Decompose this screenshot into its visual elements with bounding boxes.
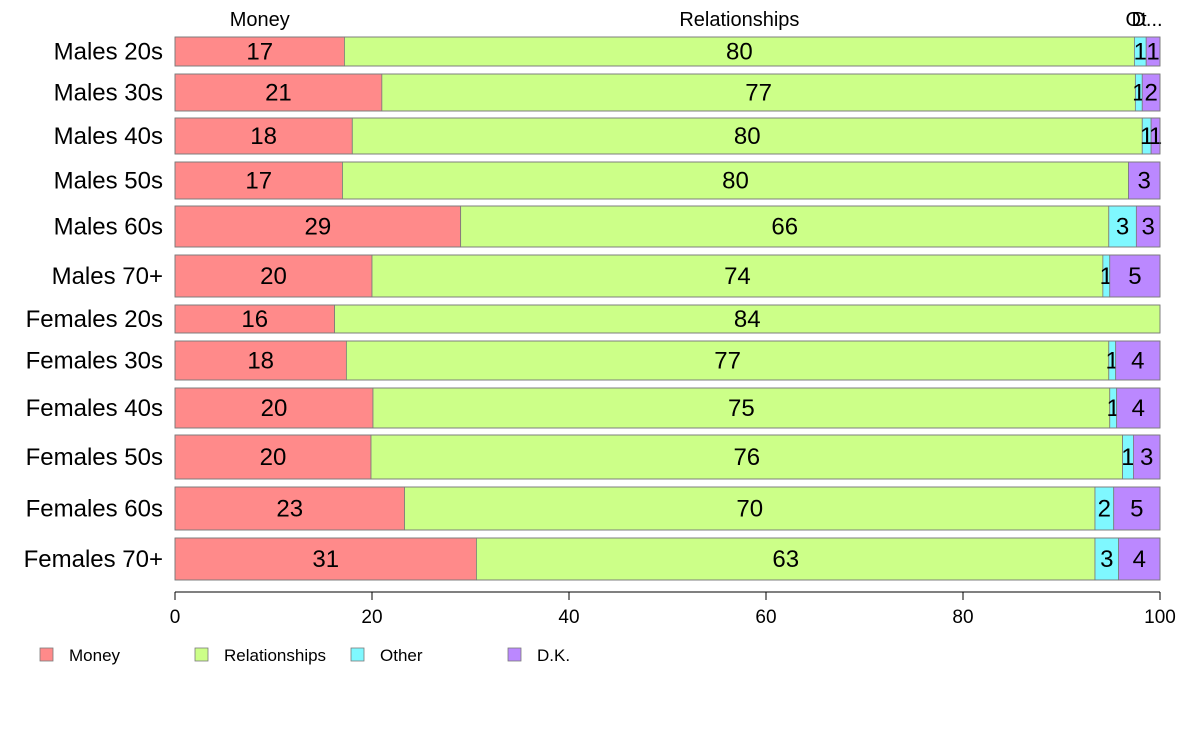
legend-label: Relationships <box>224 646 326 665</box>
series-top-label: D... <box>1131 9 1162 31</box>
bar-segment <box>174 340 347 381</box>
data-label: 31 <box>312 546 339 573</box>
bar-outline <box>174 304 1161 334</box>
data-label: 3 <box>1116 214 1129 241</box>
bar-outline <box>174 73 1161 112</box>
category-label: Males 20s <box>54 39 163 66</box>
x-tick-label: 80 <box>952 607 973 628</box>
bar-outline <box>174 117 1161 155</box>
data-label: 1 <box>1134 39 1147 66</box>
x-tick-label: 40 <box>558 607 579 628</box>
data-label: 16 <box>241 306 268 333</box>
bar-outline <box>174 340 1161 381</box>
bar-outline <box>174 254 1161 298</box>
bar-outline <box>174 537 1161 581</box>
bar-outline <box>174 161 1161 200</box>
bar-outline <box>174 486 1161 531</box>
data-label: 5 <box>1128 263 1141 290</box>
data-label: 5 <box>1130 496 1143 523</box>
category-label: Males 30s <box>54 80 163 107</box>
bar-segment <box>345 340 1110 381</box>
data-label: 80 <box>734 123 761 150</box>
data-label: 77 <box>714 348 741 375</box>
bar-segment <box>174 537 477 581</box>
data-label: 20 <box>260 444 287 471</box>
bar-outline <box>174 36 1161 67</box>
data-label: 1 <box>1149 123 1162 150</box>
data-label: 1 <box>1121 444 1134 471</box>
x-tick-label: 60 <box>755 607 776 628</box>
x-tick-label: 0 <box>170 607 181 628</box>
data-label: 80 <box>722 168 749 195</box>
bar-outline <box>174 387 1161 429</box>
data-label: 63 <box>772 546 799 573</box>
data-label: 76 <box>733 444 760 471</box>
category-label: Males 40s <box>54 123 163 150</box>
legend-label: Other <box>380 646 423 665</box>
data-label: 4 <box>1133 546 1146 573</box>
data-label: 21 <box>265 80 292 107</box>
data-label: 29 <box>304 214 331 241</box>
data-label: 3 <box>1142 214 1155 241</box>
series-top-label: Ot <box>1125 9 1147 31</box>
bar-segment <box>174 117 353 155</box>
data-label: 74 <box>724 263 751 290</box>
category-label: Females 20s <box>26 306 163 333</box>
category-label: Females 60s <box>26 496 163 523</box>
legend-swatch <box>350 647 365 662</box>
data-label: 3 <box>1140 444 1153 471</box>
data-label: 77 <box>745 80 772 107</box>
category-label: Males 50s <box>54 168 163 195</box>
data-label: 18 <box>250 123 277 150</box>
legend-label: D.K. <box>537 646 570 665</box>
bar-segment <box>342 161 1129 200</box>
data-label: 3 <box>1138 168 1151 195</box>
data-label: 84 <box>734 306 761 333</box>
data-label: 17 <box>246 39 273 66</box>
bar-segment <box>174 36 345 67</box>
bar-segment <box>370 434 1123 480</box>
x-tick-label: 100 <box>1144 607 1176 628</box>
bar-segment <box>344 36 1135 67</box>
bar-segment <box>174 205 462 248</box>
data-label: 70 <box>736 496 763 523</box>
bar-segment <box>174 387 374 429</box>
data-label: 23 <box>276 496 303 523</box>
data-label: 20 <box>260 263 287 290</box>
data-label: 18 <box>247 348 274 375</box>
category-label: Males 70+ <box>52 263 163 290</box>
bar-segment <box>334 304 1161 334</box>
legend-swatch <box>194 647 209 662</box>
bar-segment <box>174 161 343 200</box>
data-label: 4 <box>1132 395 1145 422</box>
data-label: 80 <box>726 39 753 66</box>
bar-outline <box>174 434 1161 480</box>
legend-swatch <box>39 647 54 662</box>
category-label: Females 50s <box>26 444 163 471</box>
legend-swatch <box>507 647 522 662</box>
data-label: 1 <box>1146 39 1159 66</box>
bar-outline <box>174 205 1161 248</box>
data-label: 4 <box>1131 348 1144 375</box>
data-label: 17 <box>245 168 272 195</box>
data-label: 75 <box>728 395 755 422</box>
data-label: 1 <box>1140 123 1153 150</box>
category-label: Females 30s <box>26 348 163 375</box>
x-tick-label: 20 <box>361 607 382 628</box>
series-top-label: Relationships <box>679 9 799 31</box>
bar-segment <box>404 486 1096 531</box>
series-top-label: Money <box>230 9 290 31</box>
legend-label: Money <box>69 646 121 665</box>
bar-segment <box>476 537 1096 581</box>
data-label: 2 <box>1144 80 1157 107</box>
data-label: 2 <box>1098 496 1111 523</box>
category-label: Males 60s <box>54 214 163 241</box>
data-label: 20 <box>261 395 288 422</box>
category-label: Females 40s <box>26 395 163 422</box>
data-label: 3 <box>1100 546 1113 573</box>
data-label: 66 <box>771 214 798 241</box>
category-label: Females 70+ <box>24 546 163 573</box>
